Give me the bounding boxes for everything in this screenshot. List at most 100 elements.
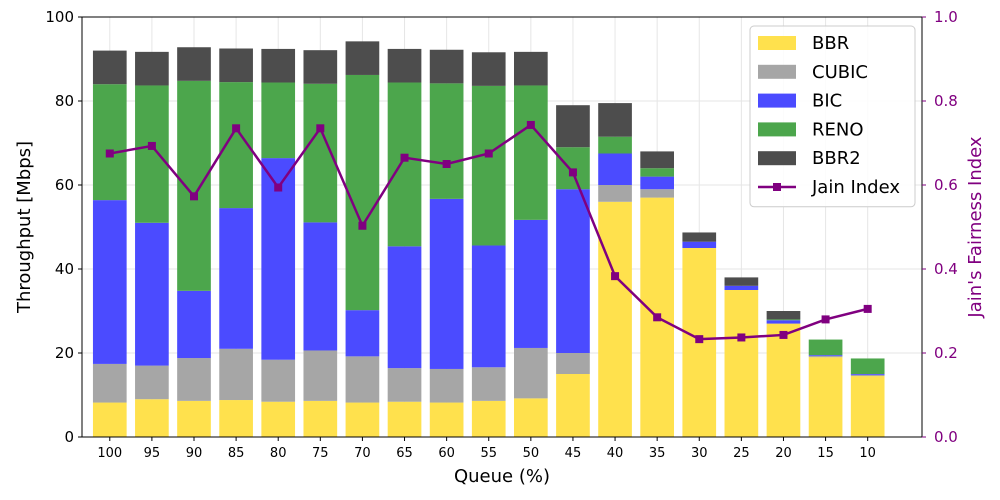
plot-frame	[81, 16, 923, 438]
bar-cubic-60	[429, 368, 464, 403]
y2-tick-label: 0.6	[934, 176, 958, 194]
bar-bbr-50	[514, 398, 548, 437]
x-tick-label: 60	[438, 446, 455, 461]
bar-bic-45	[556, 189, 590, 353]
bar-bbr-95	[135, 399, 169, 437]
x-tick-label: 10	[859, 446, 876, 461]
bar-reno-100	[92, 84, 127, 201]
bar-bbr-75	[303, 400, 338, 437]
bar-bic-70	[345, 310, 380, 357]
bar-reno-80	[261, 82, 296, 159]
bar-cubic-90	[177, 358, 211, 401]
y-axis-label: Throughput [Mbps]	[14, 141, 35, 314]
bar-bic-20	[766, 320, 801, 324]
legend-label-jain-index: Jain Index	[811, 177, 900, 198]
bar-bic-80	[261, 158, 296, 360]
bar-cubic-15	[808, 355, 843, 358]
x-tick-label: 25	[733, 446, 750, 461]
bar-cubic-80	[261, 359, 296, 402]
jain-index-point-20	[779, 330, 788, 339]
bar-cubic-85	[219, 348, 253, 401]
bar-reno-55	[471, 85, 506, 246]
jain-index-point-55	[484, 149, 493, 158]
bar-bbr-25	[724, 290, 759, 437]
jain-index-point-30	[695, 335, 704, 344]
bar-bic-95	[135, 222, 169, 366]
bar-bbr2-20	[766, 311, 801, 320]
bar-bbr-10	[850, 376, 885, 437]
y2-tick-label: 1.0	[934, 8, 958, 26]
x-tick-label: 70	[354, 446, 371, 461]
x-tick-label: 75	[312, 446, 329, 461]
bar-bic-55	[471, 245, 506, 368]
legend-swatch-bic	[758, 93, 796, 108]
bar-bic-60	[429, 198, 464, 369]
bar-bic-75	[303, 222, 338, 351]
bar-bbr-65	[387, 401, 422, 437]
bar-bbr-60	[429, 402, 464, 437]
bar-reno-10	[850, 358, 885, 374]
jain-index-point-60	[442, 160, 451, 168]
bar-reno-65	[387, 82, 422, 247]
bar-bbr-85	[219, 400, 253, 437]
bar-bic-35	[640, 176, 674, 190]
jain-index-point-95	[147, 141, 156, 150]
bar-bic-90	[177, 290, 211, 359]
legend-marker-jain-index	[773, 183, 781, 191]
bar-bic-65	[387, 246, 422, 369]
bar-cubic-100	[92, 363, 127, 403]
x-tick-label: 85	[228, 446, 245, 461]
legend-swatch-cubic	[758, 64, 796, 79]
bar-reno-90	[177, 80, 211, 291]
jain-index-point-45	[568, 168, 577, 177]
x-tick-label: 100	[97, 446, 122, 461]
x-tick-label: 35	[649, 446, 666, 461]
bar-bbr2-60	[429, 49, 464, 84]
bar-bic-25	[724, 285, 759, 290]
bar-bbr-55	[471, 400, 506, 437]
bar-reno-15	[808, 339, 843, 356]
jain-index-point-100	[105, 149, 114, 158]
bar-bbr2-90	[177, 47, 211, 81]
jain-index-point-80	[274, 183, 283, 192]
jain-index-point-15	[821, 315, 830, 324]
y-tick-label: 60	[55, 176, 74, 194]
y2-tick-label: 0.0	[934, 428, 958, 446]
y-tick-label: 40	[55, 260, 74, 278]
y-tick-label: 80	[55, 92, 74, 110]
x-tick-label: 55	[480, 446, 497, 461]
y2-tick-label: 0.2	[934, 344, 958, 362]
bar-bbr-15	[808, 357, 843, 437]
x-tick-label: 80	[270, 446, 287, 461]
bar-cubic-10	[850, 374, 885, 377]
bar-cubic-65	[387, 368, 422, 402]
bar-reno-35	[640, 168, 674, 177]
x-tick-label: 15	[817, 446, 834, 461]
x-tick-label: 90	[186, 446, 203, 461]
x-tick-label: 20	[775, 446, 792, 461]
jain-index-point-50	[526, 120, 535, 129]
jain-index-point-25	[737, 333, 746, 342]
y-axis-ticks: 0 20 40 60 80 100	[45, 8, 82, 446]
legend-label-cubic: CUBIC	[812, 62, 868, 83]
x-tick-label: 40	[607, 446, 624, 461]
bar-cubic-45	[556, 353, 590, 374]
y2-tick-label: 0.8	[934, 92, 958, 110]
legend-swatch-reno	[758, 122, 796, 137]
bar-bic-15	[808, 355, 843, 356]
bar-bbr-80	[261, 401, 296, 437]
bar-bbr2-75	[303, 50, 338, 84]
y2-tick-label: 0.4	[934, 260, 958, 278]
jain-index-point-65	[400, 153, 409, 162]
bar-bbr2-70	[345, 41, 380, 75]
bar-reno-95	[135, 85, 169, 223]
bar-bbr-40	[598, 201, 632, 437]
jain-index-point-70	[358, 221, 367, 230]
bar-bbr2-50	[514, 51, 548, 86]
jain-index-point-90	[190, 192, 198, 201]
x-tick-label: 50	[523, 446, 540, 461]
bar-bbr2-65	[387, 48, 422, 83]
x-tick-label: 95	[144, 446, 161, 461]
bar-bbr-100	[92, 402, 127, 437]
